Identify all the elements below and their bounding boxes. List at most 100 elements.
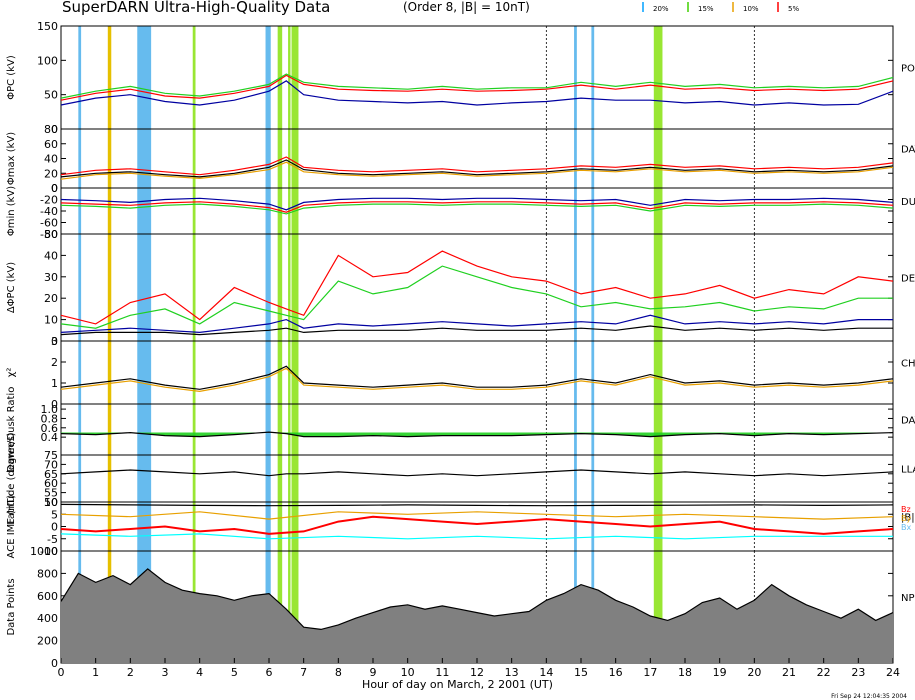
x-tick-label: 10 (401, 666, 415, 679)
y-axis-label: Dawn/Dusk Ratio (6, 387, 17, 473)
x-tick-label: 5 (231, 666, 238, 679)
panel-npnt: 0 200 400 600 800 1000 Data Points NP (6, 545, 915, 670)
y-tick-label: 0.8 (41, 412, 59, 425)
x-tick-label: 4 (196, 666, 203, 679)
y-tick-label: 5 (51, 508, 58, 521)
timestamp: Fri Sep 24 12:04:35 2004 (831, 693, 907, 700)
series-line (60, 533, 893, 540)
chart-subtitle: (Order 8, |B| = 10nT) (403, 0, 530, 14)
panel-right-label: LLA (901, 465, 915, 476)
y-tick-label: 200 (37, 635, 58, 648)
y-axis-label: Data Points (6, 578, 17, 635)
y-tick-label: 0 (51, 123, 58, 136)
legend-label: 20% (653, 5, 669, 13)
series-line (60, 159, 894, 178)
highlight-band (591, 26, 595, 663)
panel-right-label: PO (901, 64, 915, 75)
x-tick-label: 7 (300, 666, 307, 679)
series-line (60, 73, 894, 99)
series-area (61, 568, 893, 663)
y-tick-label: 65 (44, 468, 58, 481)
panel-right-label: DU (901, 197, 915, 208)
series-line (60, 201, 894, 213)
x-tick-label: 17 (643, 666, 657, 679)
y-tick-label: -20 (40, 194, 58, 207)
panel-frame (60, 128, 894, 189)
x-axis: 0 1 2 3 4 5 6 7 8 9 10 11 12 13 14 15 16 17 18 19 20 21 22 23 24 (58, 658, 900, 679)
y-tick-label: 60 (44, 138, 58, 151)
y-tick-label: 40 (44, 153, 58, 166)
panel-right-label: NP (901, 593, 915, 604)
highlight-band (137, 26, 152, 663)
x-tick-label: 23 (851, 666, 865, 679)
x-tick-label: 1 (92, 666, 99, 679)
y-tick-label: 10 (44, 314, 58, 327)
y-axis-label: χ² (6, 368, 17, 378)
y-tick-label: 0 (51, 521, 58, 534)
legend-label: 10% (743, 5, 759, 13)
imf-component-label: By (901, 514, 911, 523)
series-area (61, 432, 893, 437)
y-tick-label: 50 (44, 496, 58, 509)
panel-frame (60, 187, 894, 235)
series-line (60, 250, 894, 325)
y-tick-label: -5 (47, 533, 58, 546)
y-axis-label: Φmin (kV) (6, 186, 17, 236)
x-tick-label: 20 (747, 666, 761, 679)
y-tick-label: 800 (37, 567, 58, 580)
x-tick-label: 0 (58, 666, 65, 679)
highlight-band (653, 26, 663, 663)
series-line (60, 156, 894, 176)
x-tick-label: 16 (609, 666, 623, 679)
highlight-bands (78, 26, 663, 663)
imf-component-label: Bx (901, 523, 911, 532)
series-line (60, 511, 894, 520)
x-tick-label: 24 (886, 666, 900, 679)
legend-label: 15% (698, 5, 714, 13)
series-line (60, 203, 894, 215)
panel-frame (60, 501, 894, 552)
y-tick-label: 0 (51, 398, 58, 411)
highlight-band (107, 26, 112, 663)
series-line (60, 515, 894, 535)
series-line (60, 367, 894, 393)
y-tick-label: 75 (44, 449, 58, 462)
x-tick-label: 8 (335, 666, 342, 679)
x-tick-label: 12 (470, 666, 484, 679)
series-line (60, 503, 894, 507)
highlight-band (192, 26, 196, 663)
x-tick-label: 19 (713, 666, 727, 679)
y-tick-label: 3 (51, 335, 58, 348)
panel-phi-min: 0-20-40-60-80 Φmin (kV) DU (6, 182, 915, 241)
y-tick-label: 600 (37, 590, 58, 603)
x-tick-label: 13 (505, 666, 519, 679)
series-line (60, 568, 894, 631)
y-tick-label: 0 (51, 335, 58, 348)
series-line (60, 365, 894, 390)
highlight-band (265, 26, 271, 663)
chart-title: SuperDARN Ultra-High-Quality Data (62, 0, 331, 16)
series-line (60, 197, 894, 211)
highlight-band (574, 26, 577, 663)
panel-frame (60, 25, 894, 130)
y-tick-label: 50 (44, 89, 58, 102)
panel-frame (60, 454, 894, 503)
x-tick-label: 18 (678, 666, 692, 679)
legend-label: 5% (788, 5, 799, 13)
series-line (60, 80, 894, 106)
y-tick-label: 50 (44, 228, 58, 241)
panel-right-label: DAY (901, 145, 915, 156)
y-tick-label: 1 (51, 377, 58, 390)
y-tick-label: -60 (40, 217, 58, 230)
y-tick-label: 70 (44, 458, 58, 471)
y-tick-label: 1.0 (41, 403, 59, 416)
y-tick-label: -10 (40, 545, 58, 558)
legend: 20% 15% 10% 5% (642, 2, 799, 13)
imf-component-label: Bz (901, 505, 911, 514)
y-tick-label: 0.4 (41, 431, 59, 444)
x-tick-label: 9 (370, 666, 377, 679)
y-tick-label: -80 (40, 228, 58, 241)
highlight-band (288, 26, 291, 663)
